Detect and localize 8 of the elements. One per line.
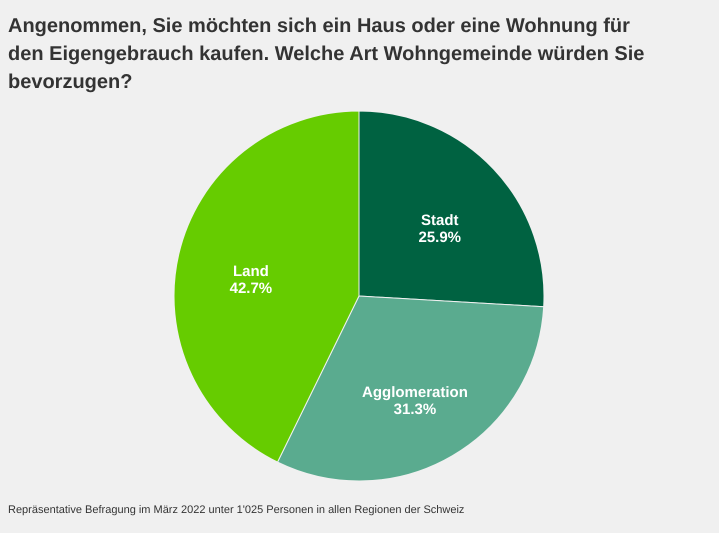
slice-label: Stadt <box>420 212 458 229</box>
slice-label: Agglomeration <box>362 384 468 401</box>
text: Repräsentative Befragung im März 2022 unter 1'025 Personen in allen Regionen der Schweiz <box>8 504 464 516</box>
data-label: 42.7% <box>230 280 272 297</box>
data-label: 25.9% <box>418 228 462 246</box>
chart-title: Angenommen, Sie möchten sich ein Haus oder eine Wohnung für den Eigengebrauch kaufen. Welche Art Wohngemeinde würden Sie bevorzugen? <box>8 15 644 93</box>
slice-label: Land <box>232 262 269 280</box>
data-label: 31.3% <box>394 400 436 418</box>
